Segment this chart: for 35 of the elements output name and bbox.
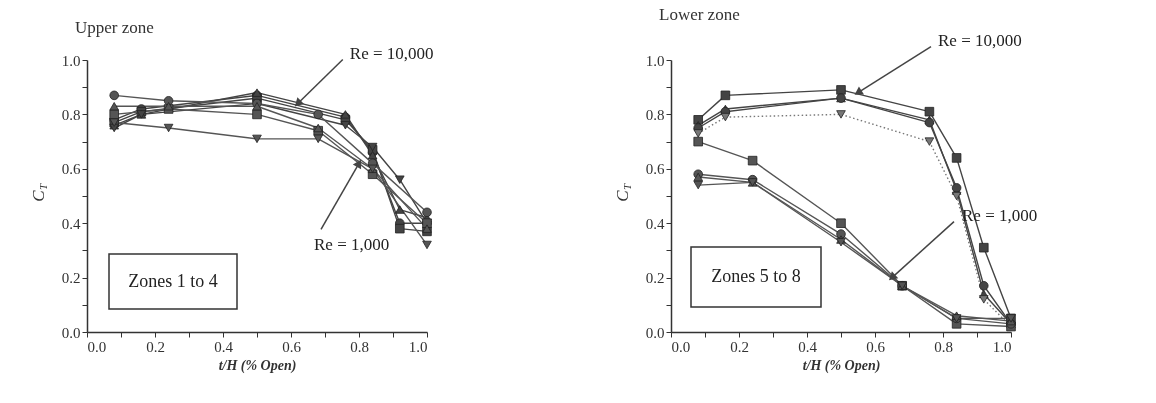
- x-tick-label: 0.4: [798, 338, 818, 355]
- x-tick-label: 0.6: [866, 338, 886, 355]
- y-tick-label: 1.0: [61, 52, 81, 69]
- y-tick-label: 0.8: [645, 106, 665, 123]
- x-axis-title: t/H (% Open): [802, 357, 881, 374]
- x-axis-title: t/H (% Open): [218, 357, 297, 374]
- y-tick-label: 0.0: [645, 324, 665, 341]
- y-tick-label: 0.8: [61, 106, 81, 123]
- y-tick-label: 0.6: [61, 161, 81, 178]
- annotation: Re = 1,000: [314, 235, 390, 255]
- y-tick-label: 0.2: [645, 270, 665, 287]
- x-tick-label: 1.0: [408, 338, 428, 355]
- x-tick-label: 0.6: [282, 338, 302, 355]
- y-tick-label: 0.2: [61, 270, 81, 287]
- x-tick-label: 0.8: [350, 338, 369, 355]
- annotation: Re = 10,000: [938, 30, 1022, 50]
- chart-title: Lower zone: [659, 4, 740, 24]
- x-tick-label: 1.0: [992, 338, 1012, 355]
- y-tick-label: 0.0: [61, 324, 81, 341]
- x-tick-label: 0.8: [934, 338, 953, 355]
- x-tick-label: 0.2: [730, 338, 749, 355]
- x-tick-label: 0.0: [671, 338, 691, 355]
- y-tick-label: 0.4: [645, 215, 665, 232]
- x-tick-label: 0.4: [214, 338, 234, 355]
- y-tick-label: 0.4: [61, 215, 81, 232]
- x-tick-label: 0.2: [146, 338, 165, 355]
- chart-title: Upper zone: [75, 17, 154, 37]
- y-axis-title: CT: [613, 183, 633, 202]
- y-tick-label: 0.6: [645, 161, 665, 178]
- y-axis-title: CT: [29, 183, 49, 202]
- x-tick-label: 0.0: [87, 338, 107, 355]
- annotation: Zones 5 to 8: [711, 266, 801, 286]
- annotation: Zones 1 to 4: [128, 270, 218, 291]
- annotation: Re = 10,000: [349, 43, 434, 63]
- y-tick-label: 1.0: [645, 52, 665, 69]
